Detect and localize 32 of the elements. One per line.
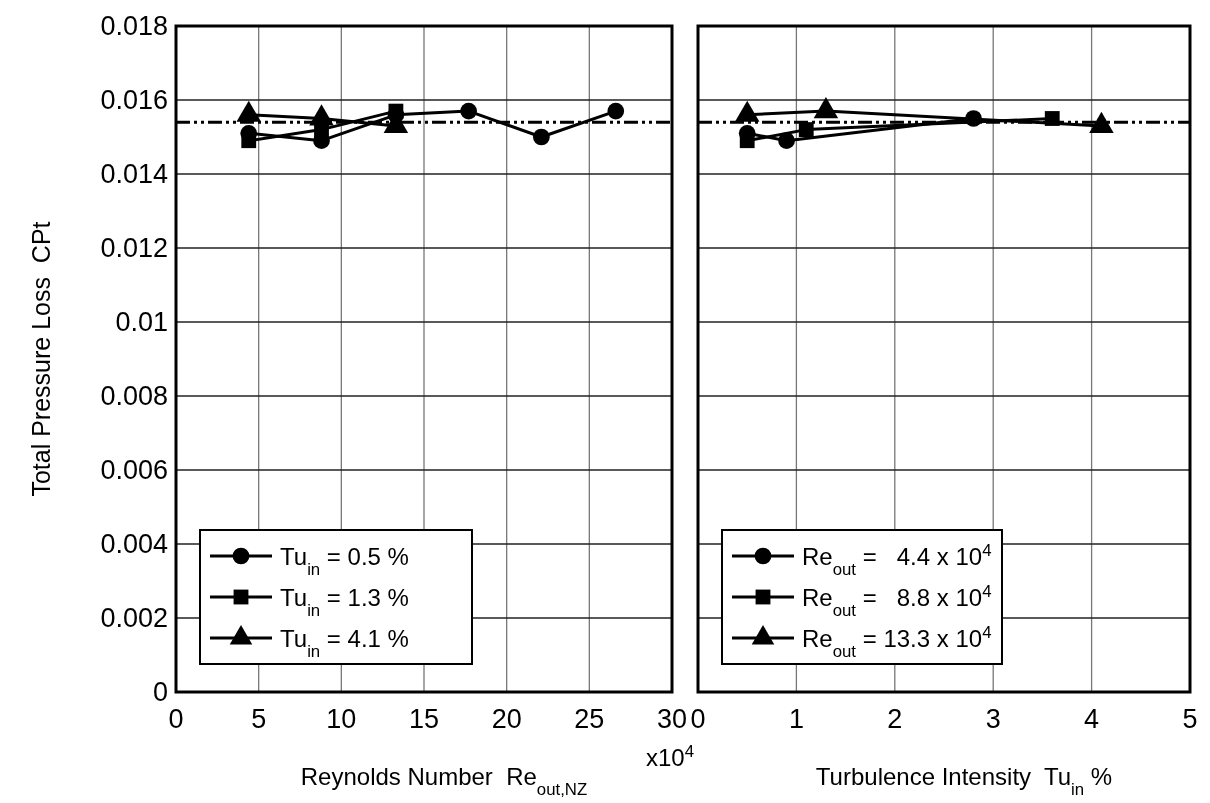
- x-tick-label: 30: [656, 704, 688, 734]
- x-axis-title: Turbulence Intensity Tu$_{in}$ %: [815, 763, 1113, 799]
- x-tick-label: 3: [985, 704, 1001, 734]
- x-tick-label: 5: [1182, 704, 1198, 734]
- y-tick-label: 0: [152, 677, 168, 707]
- x-tick-label: 4: [1084, 704, 1100, 734]
- x-tick-label: 10: [326, 704, 357, 734]
- x-tick-label: 1: [788, 704, 804, 734]
- y-tick-label: 0.014: [100, 159, 168, 189]
- y-tick-label: 0.016: [100, 85, 168, 115]
- y-tick-label: 0.002: [100, 603, 168, 633]
- x-tick-label: 25: [574, 704, 605, 734]
- y-tick-label: 0.006: [100, 455, 168, 485]
- y-tick-label: 0.012: [100, 233, 168, 263]
- legend-label: Re$_{out}$ = 4.4 x 10$^{4}$: [802, 540, 992, 579]
- x-tick-label: 5: [251, 704, 267, 734]
- y-tick-label: 0.004: [100, 529, 168, 559]
- x-axis-title: Reynolds Number Re$_{out,NZ}$: [300, 763, 588, 799]
- y-tick-label: 0.008: [100, 381, 168, 411]
- legend-label: Tu$_{in}$ = 1.3 %: [280, 584, 409, 620]
- legend-label: Re$_{out}$ = 8.8 x 10$^{4}$: [802, 581, 992, 620]
- text: x10$^{4}$: [645, 741, 695, 771]
- x-tick-label: 15: [408, 704, 440, 734]
- legend-label: Tu$_{in}$ = 0.5 %: [280, 543, 409, 579]
- y-tick-label: 0.01: [115, 307, 168, 337]
- x-tick-label: 20: [491, 704, 522, 734]
- legend-label: Tu$_{in}$ = 4.1 %: [280, 625, 409, 661]
- x-tick-label: 0: [690, 704, 706, 734]
- x-tick-label: 2: [887, 704, 903, 734]
- legend-label: Re$_{out}$ = 13.3 x 10$^{4}$: [802, 622, 992, 661]
- y-tick-label: 0.018: [100, 11, 168, 41]
- y-axis-title: Total Pressure Loss CPt: [27, 221, 55, 497]
